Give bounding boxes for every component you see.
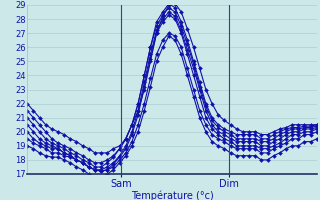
X-axis label: Température (°c): Température (°c) — [131, 190, 213, 200]
